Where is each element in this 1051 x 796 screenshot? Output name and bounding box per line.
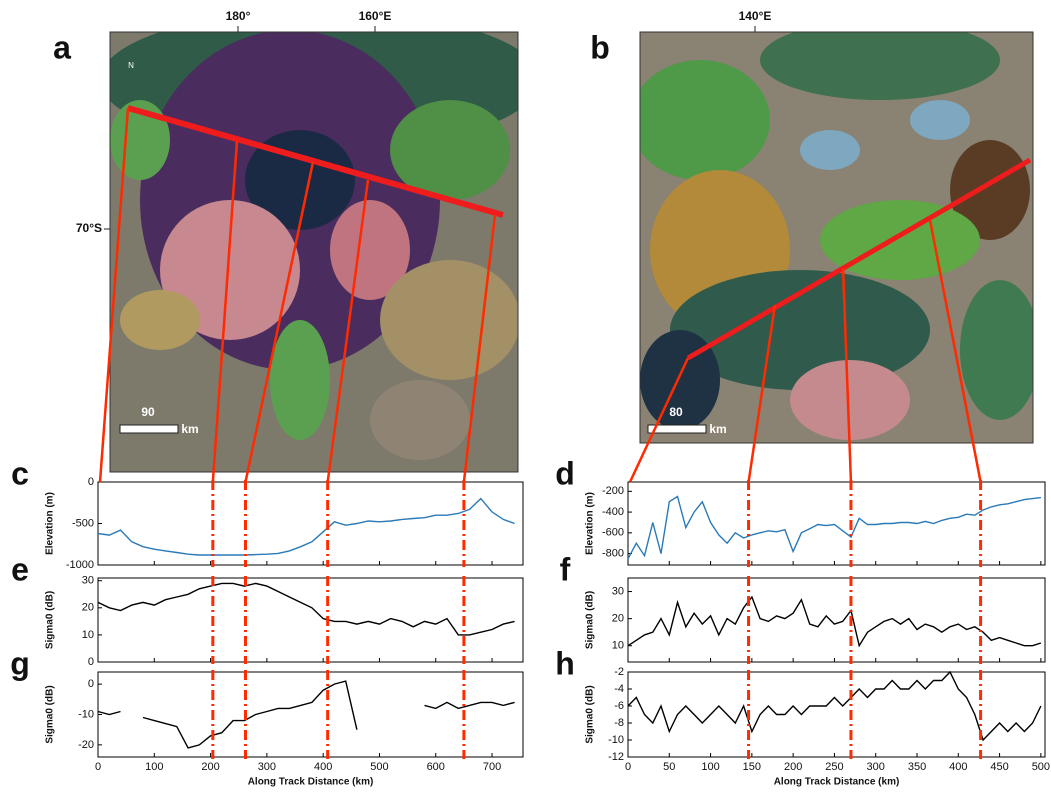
scale-label: 80: [669, 405, 683, 419]
x-tick-label: 0: [625, 761, 631, 773]
page: {"maps": [ {"label": "a", "lon_labels": …: [0, 0, 1051, 791]
panel-letter: a: [53, 29, 71, 65]
x-tick-label: 0: [95, 761, 101, 773]
y-tick-label: 10: [82, 629, 94, 641]
x-tick-label: 450: [990, 761, 1008, 773]
map-b-image: [630, 20, 1040, 443]
scale-label: 90: [141, 405, 155, 419]
y-tick-label: 30: [612, 585, 624, 597]
y-tick-label: 30: [82, 575, 94, 587]
data-line: [628, 497, 1041, 559]
x-tick-label: 150: [743, 761, 761, 773]
plot-frame: [628, 482, 1045, 565]
plot-frame: [628, 672, 1045, 757]
y-tick-label: -600: [602, 527, 624, 539]
x-axis-title: Along Track Distance (km): [774, 777, 900, 788]
y-tick-label: -1000: [66, 559, 94, 571]
x-tick-label: 250: [825, 761, 843, 773]
x-tick-label: 200: [201, 761, 219, 773]
scale-unit: km: [181, 422, 198, 436]
panel-letter: e: [11, 551, 29, 587]
y-tick-label: -200: [602, 485, 624, 497]
figure: 90 km N a 180° 160°E 70°S 80 km b 140°E …: [0, 0, 1051, 791]
scale-bar: [120, 425, 178, 433]
data-line: [628, 597, 1041, 646]
y-axis-title: Sigma0 (dB): [585, 685, 596, 743]
panel-letter: f: [560, 551, 571, 587]
plot-frame: [98, 578, 523, 662]
y-axis-title: Sigma0 (dB): [45, 591, 56, 649]
y-tick-label: -8: [614, 717, 624, 729]
lon-label: 160°E: [359, 9, 392, 23]
y-axis-title: Elevation (m): [45, 492, 56, 555]
y-tick-label: -800: [602, 547, 624, 559]
x-tick-label: 300: [867, 761, 885, 773]
y-tick-label: -400: [602, 506, 624, 518]
lon-label: 180°: [226, 9, 251, 23]
x-tick-label: 500: [1032, 761, 1050, 773]
x-tick-label: 500: [370, 761, 388, 773]
x-tick-label: 700: [483, 761, 501, 773]
y-axis-title: Sigma0 (dB): [45, 685, 56, 743]
data-line: [628, 672, 1041, 740]
x-tick-label: 200: [784, 761, 802, 773]
north-label: N: [128, 61, 134, 70]
y-axis-title: Sigma0 (dB): [585, 591, 596, 649]
x-tick-label: 400: [314, 761, 332, 773]
y-tick-label: -12: [608, 751, 624, 763]
y-tick-label: -10: [608, 734, 624, 746]
data-line: [98, 583, 515, 635]
y-axis-title: Elevation (m): [585, 492, 596, 555]
data-line: [98, 681, 515, 748]
x-axis-title: Along Track Distance (km): [248, 777, 374, 788]
y-tick-label: 0: [88, 678, 94, 690]
panel-letter: d: [555, 455, 575, 491]
plot-frame: [98, 482, 523, 565]
x-tick-label: 100: [145, 761, 163, 773]
y-tick-label: -500: [72, 517, 94, 529]
plot-frame: [98, 672, 523, 757]
panel-letter: b: [590, 29, 610, 65]
x-tick-label: 350: [908, 761, 926, 773]
lat-label: 70°S: [76, 221, 102, 235]
lon-label: 140°E: [739, 9, 772, 23]
x-tick-label: 600: [427, 761, 445, 773]
x-tick-label: 100: [701, 761, 719, 773]
y-tick-label: 0: [88, 656, 94, 668]
x-tick-label: 300: [258, 761, 276, 773]
y-tick-label: -10: [78, 708, 94, 720]
y-tick-label: -20: [78, 739, 94, 751]
y-tick-label: 20: [82, 602, 94, 614]
y-tick-label: 20: [612, 613, 624, 625]
data-line: [98, 499, 515, 555]
y-tick-label: 10: [612, 640, 624, 652]
panel-letter: g: [10, 645, 30, 681]
y-tick-label: -2: [614, 666, 624, 678]
y-tick-label: -4: [614, 683, 624, 695]
panel-letter: c: [11, 455, 29, 491]
scale-unit: km: [709, 422, 726, 436]
y-tick-label: -6: [614, 700, 624, 712]
y-tick-label: 0: [88, 476, 94, 488]
panel-letter: h: [555, 645, 575, 681]
x-tick-label: 50: [663, 761, 675, 773]
x-tick-label: 400: [949, 761, 967, 773]
